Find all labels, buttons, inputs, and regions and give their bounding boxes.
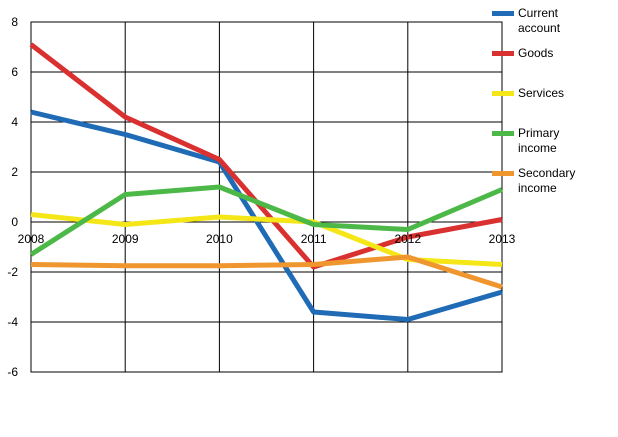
plot-border	[30, 21, 503, 373]
x-tick-label: 2012	[394, 232, 421, 246]
legend-label: Primary income	[518, 126, 560, 155]
y-tick-label: 4	[11, 115, 18, 129]
y-tick-label: -4	[7, 315, 18, 329]
x-tick-label: 2009	[112, 232, 139, 246]
legend-swatch	[492, 171, 514, 176]
x-tick-label: 2011	[301, 232, 327, 246]
legend-label: Current account	[518, 6, 561, 35]
legend-swatch	[492, 91, 514, 96]
x-tick-label: 2010	[206, 232, 233, 246]
series-line	[29, 42, 503, 270]
legend-item: Services	[492, 86, 608, 101]
x-tick-label: 2008	[18, 232, 45, 246]
legend-label: Services	[518, 86, 565, 100]
legend-swatch	[492, 11, 514, 16]
y-tick-label: 6	[11, 65, 18, 79]
y-tick-label: -6	[7, 365, 18, 379]
legend-swatch	[492, 51, 514, 56]
y-tick-label: -2	[7, 265, 18, 279]
legend-item: Goods	[492, 46, 608, 61]
y-tick-label: 2	[11, 165, 18, 179]
legend-label: Secondary income	[518, 166, 576, 195]
y-tick-label: 0	[11, 215, 18, 229]
x-tick-label: 2013	[489, 232, 516, 246]
legend-item: Secondary income	[492, 166, 608, 196]
legend-swatch	[492, 131, 514, 136]
legend-item: Current account	[492, 6, 608, 36]
series-line	[30, 254, 503, 290]
series-line	[29, 184, 503, 257]
legend-item: Primary income	[492, 126, 608, 156]
legend-label: Goods	[518, 46, 554, 60]
y-tick-label: 8	[11, 15, 18, 29]
series-line	[30, 109, 503, 322]
